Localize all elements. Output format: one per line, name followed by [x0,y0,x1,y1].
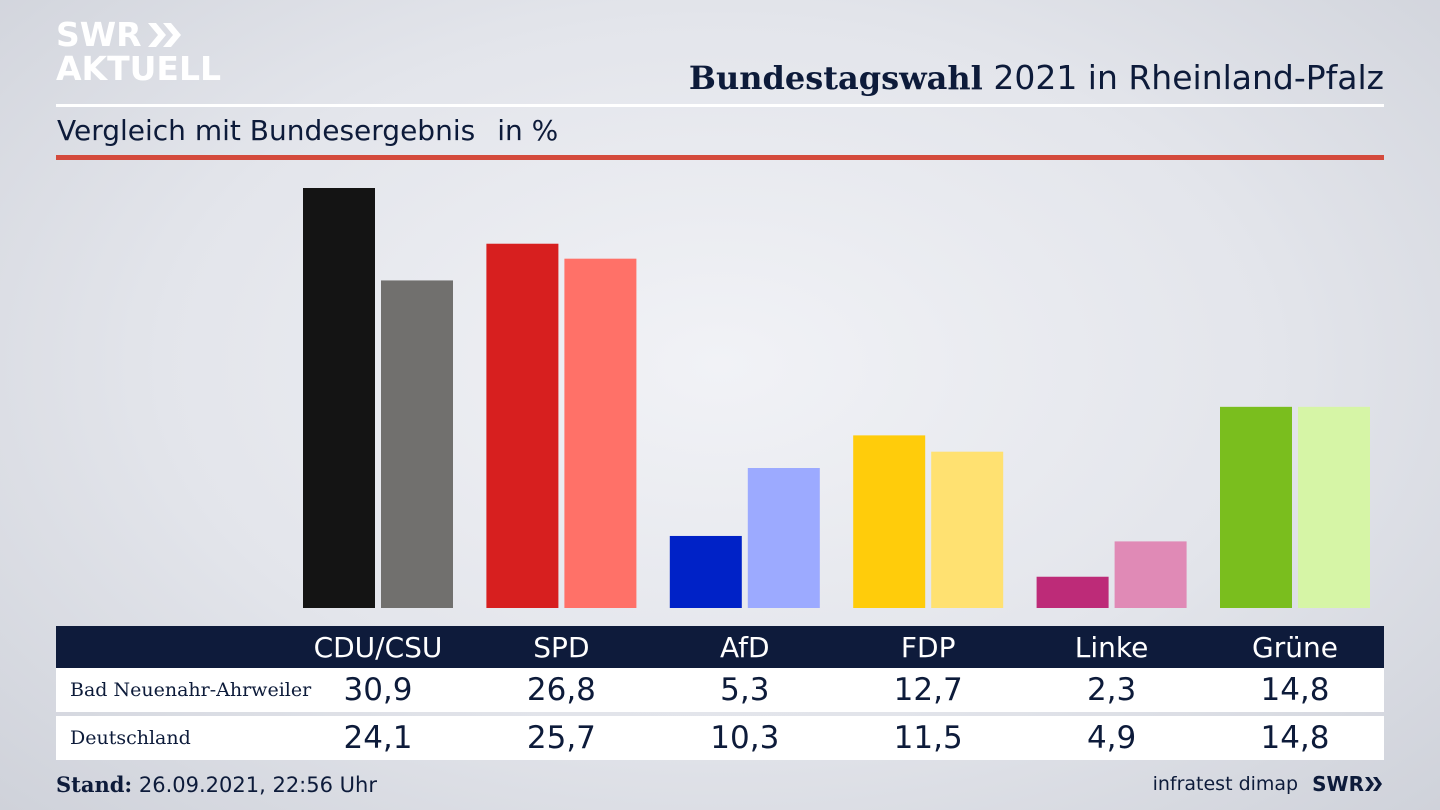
logo-swr-text: SWR [56,15,142,54]
stand-value: 26.09.2021, 22:56 Uhr [138,773,377,797]
category-label: AfD [720,630,770,664]
bar-spd-bund [564,258,637,608]
value-cell: 25,7 [526,720,596,756]
double-chevron-icon [1365,777,1382,791]
page-title: Bundestagswahl 2021 in Rheinland-Pfalz [689,58,1384,97]
subtitle-text: Vergleich mit Bundesergebnis [57,114,476,147]
source-text: infratest dimap [1152,773,1299,795]
bar-fdp-local [853,435,926,608]
unit-label: in % [497,114,559,147]
swr-aktuell-logo: SWR AKTUELL [56,18,221,86]
table-header: CDU/CSU SPD AfD FDP Linke Grüne [56,626,1384,668]
value-cell: 12,7 [893,672,963,708]
stand-label: Stand: [56,772,133,797]
title-rest: 2021 in Rheinland-Pfalz [993,58,1384,97]
bar-linke-bund [1114,541,1187,608]
row-label: Bad Neuenahr-Ahrweiler [70,679,312,701]
value-cell: 10,3 [710,720,780,756]
double-chevron-icon [147,23,181,47]
results-table: CDU/CSU SPD AfD FDP Linke Grüne Bad Neuenahr-… [56,626,1384,760]
category-label: Linke [1074,630,1149,664]
divider-red [56,155,1384,160]
category-label: Grüne [1252,630,1338,664]
table-row: Bad Neuenahr-Ahrweiler 30,9 26,8 5,3 12,7 2,… [56,668,1384,712]
bar-linke-local [1036,576,1109,608]
bar-gr-ne-local [1220,406,1292,608]
value-cell: 30,9 [343,672,413,708]
bar-gr-ne-bund [1298,406,1370,608]
bar-chart [303,188,1370,608]
bar-afd-bund [747,468,820,608]
title-bold: Bundestagswahl [688,59,983,97]
divider-white [56,104,1384,107]
value-cell: 4,9 [1086,720,1137,756]
logo-aktuell-text: AKTUELL [56,49,222,88]
category-label: FDP [900,630,956,664]
value-cell: 11,5 [893,720,963,756]
bar-fdp-bund [931,451,1004,608]
swr-footer-logo: SWR [1312,772,1384,796]
bar-cdu-csu-bund [381,280,453,608]
value-cell: 5,3 [720,672,770,708]
value-cell: 14,8 [1260,720,1330,756]
value-cell: 14,8 [1260,672,1330,708]
subtitle: Vergleich mit Bundesergebnis in % [57,114,558,147]
bar-afd-local [669,535,742,608]
category-label: SPD [533,630,590,664]
value-cell: 24,1 [343,720,413,756]
value-cell: 26,8 [526,672,596,708]
bar-spd-local [486,243,559,608]
bar-cdu-csu-local [303,188,375,608]
table-row: Deutschland 24,1 25,7 10,3 11,5 4,9 14,8 [56,716,1384,760]
swr-footer-text: SWR [1312,772,1364,796]
category-label: CDU/CSU [313,630,443,664]
value-cell: 2,3 [1086,672,1137,708]
timestamp: Stand: 26.09.2021, 22:56 Uhr [56,772,377,797]
row-label: Deutschland [70,727,191,749]
source-credit: infratest dimap SWR [1153,772,1384,796]
